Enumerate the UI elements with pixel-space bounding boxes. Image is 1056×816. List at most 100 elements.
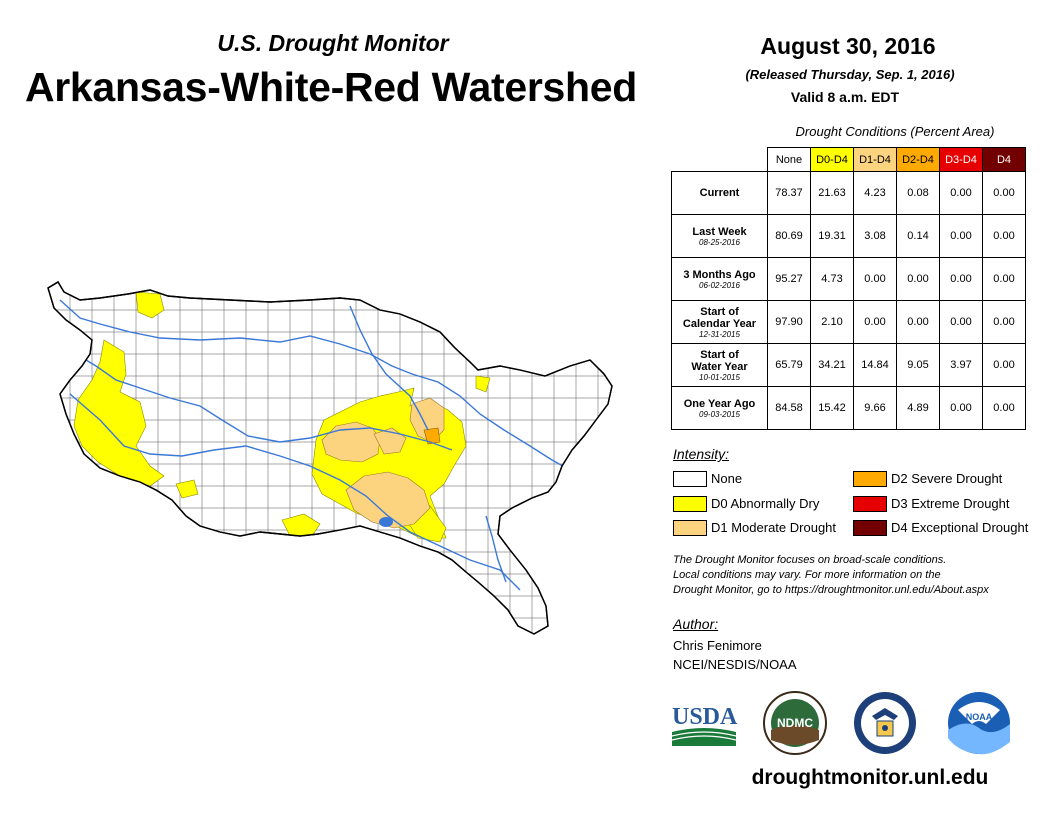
table-cell: 0.00 — [939, 386, 983, 430]
table-cell: 0.00 — [982, 214, 1026, 258]
watershed-map — [47, 281, 613, 635]
table-cell: 2.10 — [810, 300, 854, 344]
legend-swatch-d4 — [853, 520, 887, 536]
row-label: Current — [671, 171, 768, 215]
row-date: 09-03-2015 — [699, 409, 740, 419]
table-cell: 4.23 — [853, 171, 897, 215]
table-row: Last Week 08-25-2016 80.69 19.31 3.08 0.1… — [671, 214, 1026, 258]
table-cell: 84.58 — [767, 386, 811, 430]
row-label: One Year Ago 09-03-2015 — [671, 386, 768, 430]
noaa-logo: NOAA — [948, 692, 1010, 755]
release-date: (Released Thursday, Sep. 1, 2016) — [745, 67, 955, 82]
table-cell: 0.00 — [982, 171, 1026, 215]
table-cell: 3.08 — [853, 214, 897, 258]
legend-label-d0: D0 Abnormally Dry — [711, 496, 820, 511]
table-cell: 0.00 — [853, 257, 897, 301]
column-header-d0-d4: D0-D4 — [810, 147, 854, 172]
table-cell: 0.00 — [939, 257, 983, 301]
table-cell: 65.79 — [767, 343, 811, 387]
table-cell: 97.90 — [767, 300, 811, 344]
column-header-d3-d4: D3-D4 — [939, 147, 983, 172]
row-label: Start of Water Year 10-01-2015 — [671, 343, 768, 387]
svg-text:NDMC: NDMC — [777, 716, 813, 730]
row-date: 08-25-2016 — [699, 237, 740, 247]
column-header-d4: D4 — [982, 147, 1026, 172]
column-header-d2-d4: D2-D4 — [896, 147, 940, 172]
legend-title: Intensity: — [673, 446, 730, 462]
d2-severe-drought-areas — [423, 427, 441, 445]
svg-text:NOAA: NOAA — [966, 712, 993, 722]
ndmc-logo: NDMC — [763, 691, 827, 755]
table-cell: 95.27 — [767, 257, 811, 301]
d1-moderate-drought-areas — [321, 397, 445, 529]
table-corner — [671, 147, 768, 172]
column-header-none: None — [767, 147, 811, 172]
map-date: August 30, 2016 — [760, 33, 936, 59]
table-cell: 0.00 — [896, 300, 940, 344]
table-cell: 80.69 — [767, 214, 811, 258]
table-cell: 3.97 — [939, 343, 983, 387]
table-cell: 19.31 — [810, 214, 854, 258]
row-date: 10-01-2015 — [699, 372, 740, 382]
table-row: One Year Ago 09-03-2015 84.58 15.42 9.66 … — [671, 386, 1026, 430]
website-url[interactable]: droughtmonitor.unl.edu — [751, 766, 989, 789]
note-line: The Drought Monitor focuses on broad-sca… — [673, 554, 947, 566]
table-cell: 0.00 — [982, 386, 1026, 430]
table-cell: 4.73 — [810, 257, 854, 301]
table-cell: 0.14 — [896, 214, 940, 258]
legend-swatch-d0 — [673, 496, 707, 512]
legend-label-d3: D3 Extreme Drought — [891, 496, 1010, 511]
drought-conditions-table: None D0-D4 D1-D4 D2-D4 D3-D4 D4 Current … — [671, 147, 1026, 430]
table-cell: 9.05 — [896, 343, 940, 387]
map-title: Arkansas-White-Red Watershed — [24, 64, 638, 110]
table-cell: 21.63 — [810, 171, 854, 215]
table-cell: 0.08 — [896, 171, 940, 215]
table-cell: 34.21 — [810, 343, 854, 387]
row-label: 3 Months Ago 06-02-2016 — [671, 257, 768, 301]
legend-label-d1: D1 Moderate Drought — [711, 520, 837, 535]
drought-monitor-note: The Drought Monitor focuses on broad-sca… — [673, 553, 1053, 598]
legend-swatch-d2 — [853, 471, 887, 487]
map-subtitle: U.S. Drought Monitor — [217, 30, 449, 56]
table-row: Current 78.37 21.63 4.23 0.08 0.00 0.00 — [671, 171, 1026, 215]
row-label: Last Week 08-25-2016 — [671, 214, 768, 258]
legend-label-d4: D4 Exceptional Drought — [891, 520, 1029, 535]
reservoir — [379, 517, 393, 527]
svg-text:USDA: USDA — [672, 704, 738, 730]
table-cell: 0.00 — [939, 214, 983, 258]
table-header-row: None D0-D4 D1-D4 D2-D4 D3-D4 D4 — [671, 147, 1026, 172]
table-cell: 78.37 — [767, 171, 811, 215]
row-date: 06-02-2016 — [699, 280, 740, 290]
row-label: Start of Calendar Year 12-31-2015 — [671, 300, 768, 344]
author-heading: Author: — [673, 616, 719, 632]
author-name: Chris Fenimore — [673, 638, 762, 653]
table-cell: 0.00 — [982, 257, 1026, 301]
legend-label-none: None — [711, 471, 743, 486]
table-cell: 15.42 — [810, 386, 854, 430]
legend-swatch-d3 — [853, 496, 887, 512]
table-cell: 0.00 — [982, 300, 1026, 344]
table-cell: 0.00 — [939, 171, 983, 215]
rivers — [59, 299, 571, 591]
legend-swatch-d1 — [673, 520, 707, 536]
table-cell: 0.00 — [853, 300, 897, 344]
legend-swatch-none — [673, 471, 707, 487]
note-line: Drought Monitor, go to https://droughtmo… — [673, 584, 989, 596]
note-line: Local conditions may vary. For more info… — [673, 569, 941, 581]
table-row: Start of Calendar Year 12-31-2015 97.90 2.… — [671, 300, 1026, 344]
table-cell: 0.00 — [939, 300, 983, 344]
table-row: 3 Months Ago 06-02-2016 95.27 4.73 0.00 0… — [671, 257, 1026, 301]
table-cell: 9.66 — [853, 386, 897, 430]
legend-label-d2: D2 Severe Drought — [891, 471, 1003, 486]
table-cell: 0.00 — [896, 257, 940, 301]
usda-logo: USDA — [671, 704, 738, 746]
table-cell: 14.84 — [853, 343, 897, 387]
author-organization: NCEI/NESDIS/NOAA — [673, 657, 797, 672]
table-cell: 0.00 — [982, 343, 1026, 387]
table-row: Start of Water Year 10-01-2015 65.79 34.21… — [671, 343, 1026, 387]
conditions-title: Drought Conditions (Percent Area) — [795, 124, 995, 139]
column-header-d1-d4: D1-D4 — [853, 147, 897, 172]
table-cell: 4.89 — [896, 386, 940, 430]
valid-time: Valid 8 a.m. EDT — [790, 89, 900, 105]
row-date: 12-31-2015 — [699, 329, 740, 339]
